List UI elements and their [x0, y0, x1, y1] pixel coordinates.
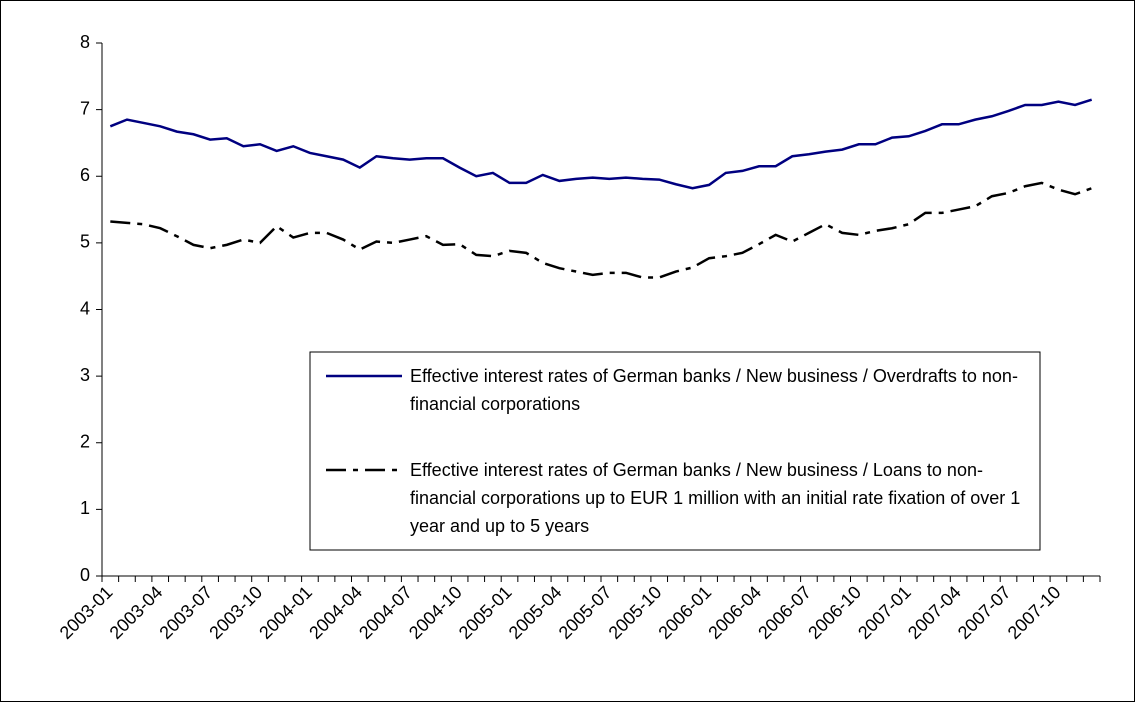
line-series [110, 181, 1093, 279]
y-tick-label: 2 [80, 432, 90, 452]
y-tick-label: 3 [80, 365, 90, 385]
legend-box [309, 351, 1041, 551]
legend-label: Effective interest rates of German banks… [410, 366, 1018, 414]
line-series [109, 98, 1093, 190]
y-tick-label: 0 [80, 565, 90, 585]
y-tick-label: 7 [80, 98, 90, 118]
y-tick-label: 4 [80, 298, 90, 318]
y-tick-label: 1 [80, 498, 90, 518]
y-tick-label: 6 [80, 165, 90, 185]
y-tick-label: 8 [80, 32, 90, 52]
legend-label: Effective interest rates of German banks… [410, 460, 1021, 536]
y-tick-label: 5 [80, 232, 90, 252]
